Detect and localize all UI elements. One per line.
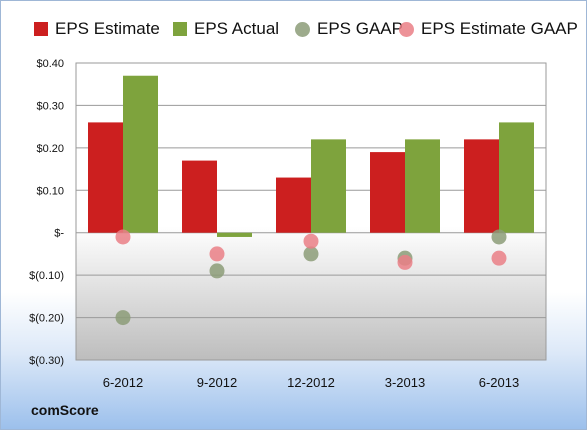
x-axis-ticks: 6-2012 9-2012 12-2012 3-2013 6-2013 bbox=[103, 375, 519, 390]
bar bbox=[464, 139, 499, 233]
y-tick-label: $(0.30) bbox=[29, 355, 64, 367]
x-tick-label: 6-2012 bbox=[103, 375, 143, 390]
bar bbox=[88, 122, 123, 233]
y-tick-label: $0.30 bbox=[36, 100, 64, 112]
data-point bbox=[303, 246, 319, 262]
legend-swatch-eps-estimate bbox=[34, 22, 48, 36]
y-tick-label: $(0.20) bbox=[29, 313, 64, 325]
points bbox=[115, 229, 507, 326]
brand-label: comScore bbox=[31, 402, 99, 418]
data-point bbox=[115, 310, 131, 326]
legend-label-eps-actual: EPS Actual bbox=[194, 19, 280, 38]
y-tick-label: $0.20 bbox=[36, 143, 64, 155]
x-tick-label: 12-2012 bbox=[287, 375, 335, 390]
bars bbox=[88, 75, 534, 237]
y-axis-ticks: $0.40 $0.30 $0.20 $0.10 $- $(0.10) $(0.20) $(0.… bbox=[29, 58, 64, 367]
legend-swatch-eps-gaap bbox=[295, 21, 310, 37]
y-tick-label: $0.40 bbox=[36, 58, 64, 70]
bar bbox=[182, 160, 217, 233]
legend-item-eps-estimate-gaap: EPS Estimate GAAP bbox=[399, 15, 578, 43]
x-tick-label: 6-2013 bbox=[479, 375, 519, 390]
data-point bbox=[397, 254, 413, 270]
data-point bbox=[209, 246, 225, 262]
legend-label-eps-gaap: EPS GAAP bbox=[317, 19, 403, 38]
legend-swatch-eps-actual bbox=[173, 22, 187, 36]
y-tick-label: $- bbox=[54, 228, 64, 240]
bar bbox=[405, 139, 440, 233]
data-point bbox=[491, 250, 507, 266]
legend: EPS Estimate EPS Actual EPS GAAP EPS Est… bbox=[1, 15, 587, 43]
data-point bbox=[209, 263, 225, 279]
legend-item-eps-estimate: EPS Estimate bbox=[34, 15, 160, 43]
legend-item-eps-gaap: EPS GAAP bbox=[295, 15, 403, 43]
legend-swatch-eps-estimate-gaap bbox=[399, 21, 414, 37]
legend-item-eps-actual: EPS Actual bbox=[173, 15, 279, 43]
bar bbox=[311, 139, 346, 233]
data-point bbox=[491, 229, 507, 245]
y-tick-label: $(0.10) bbox=[29, 270, 64, 282]
legend-label-eps-estimate: EPS Estimate bbox=[55, 19, 160, 38]
bar bbox=[123, 75, 158, 233]
bar bbox=[276, 177, 311, 233]
bar bbox=[217, 232, 252, 237]
bar bbox=[370, 152, 405, 233]
data-point bbox=[303, 233, 319, 249]
data-point bbox=[115, 229, 131, 245]
bar bbox=[499, 122, 534, 233]
y-tick-label: $0.10 bbox=[36, 185, 64, 197]
x-tick-label: 9-2012 bbox=[197, 375, 237, 390]
x-tick-label: 3-2013 bbox=[385, 375, 425, 390]
legend-label-eps-estimate-gaap: EPS Estimate GAAP bbox=[421, 19, 578, 38]
